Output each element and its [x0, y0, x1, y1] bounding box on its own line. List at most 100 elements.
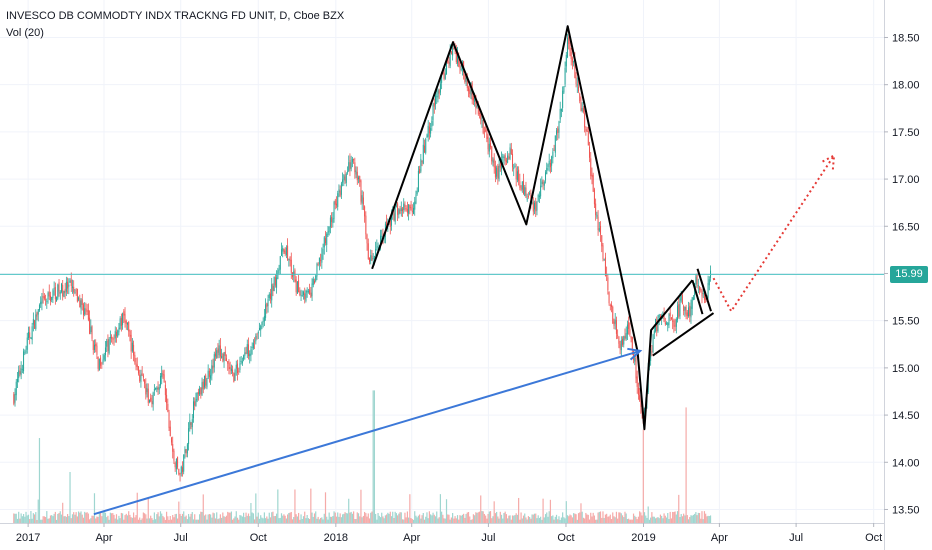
candle-body — [548, 160, 550, 165]
volume-bar — [150, 515, 152, 523]
candle-body — [249, 353, 251, 357]
volume-bar — [404, 512, 406, 523]
candle-body — [364, 206, 366, 217]
candle-body — [493, 158, 495, 168]
volume-bar — [593, 515, 596, 523]
volume-bar — [194, 514, 196, 523]
price-axis[interactable]: 13.5014.0014.5015.0015.5016.0016.5017.00… — [884, 32, 920, 516]
candle-body — [141, 373, 143, 376]
volume-bar — [225, 515, 228, 523]
volume-bar — [694, 513, 696, 523]
candle-body — [415, 194, 417, 204]
candle-body — [236, 363, 238, 373]
volume-bar — [276, 513, 278, 523]
candle-body — [402, 208, 404, 212]
volume-bar — [409, 494, 411, 523]
volume-bar — [681, 516, 684, 523]
volume-bar — [494, 513, 497, 523]
volume-bar — [530, 518, 532, 523]
candle-body — [211, 365, 213, 376]
volume-bar — [298, 512, 300, 523]
volume-bar — [223, 516, 225, 523]
volume-bar — [487, 513, 489, 523]
volume-bar — [104, 512, 107, 523]
candle-body — [640, 400, 642, 408]
volume-bar — [584, 518, 586, 523]
volume-bar — [430, 514, 432, 523]
candle-body — [282, 247, 284, 252]
candle-body — [680, 295, 682, 301]
volume-bar — [136, 492, 138, 523]
candle-body — [491, 146, 493, 162]
volume-bar — [663, 513, 665, 523]
candle-body — [569, 44, 571, 52]
candle-body — [553, 149, 555, 151]
candle-body — [400, 208, 402, 211]
time-tick-label: 2017 — [16, 532, 40, 544]
volume-bar — [108, 519, 110, 523]
volume-bar — [230, 511, 232, 523]
volume-bar — [474, 515, 476, 523]
volume-bar — [449, 519, 451, 523]
candle-body — [212, 365, 214, 369]
candle-body — [167, 403, 169, 412]
volume-bar — [216, 512, 218, 523]
volume-bar — [459, 515, 461, 523]
candle-body — [345, 173, 347, 183]
candle-body — [702, 292, 704, 295]
candle-body — [243, 355, 245, 360]
candle-body — [628, 322, 630, 329]
volume-bar — [444, 518, 446, 523]
time-axis[interactable]: 2017 Apr Jul Oct 2018 Apr Jul Oct 2019 Apr Jul Oct — [16, 523, 882, 544]
volume-bar — [55, 519, 58, 523]
volume-indicator-label[interactable]: Vol (20) — [6, 27, 44, 39]
volume-bar — [263, 512, 265, 523]
candle-body — [274, 277, 276, 286]
volume-bar — [180, 515, 182, 523]
candle-body — [568, 37, 570, 45]
volume-bar — [54, 511, 56, 523]
candle-body — [62, 284, 64, 297]
candle-body — [488, 143, 490, 152]
candle-body — [604, 257, 606, 277]
symbol-title[interactable]: INVESCO DB COMMODTY INDX TRACKNG FD UNIT… — [6, 10, 345, 22]
volume-bar — [618, 512, 620, 523]
candle-body — [609, 305, 611, 306]
candle-body — [255, 335, 257, 342]
volume-bar — [154, 519, 157, 523]
candle-body — [529, 193, 531, 195]
candle-body — [210, 375, 212, 379]
volume-bar — [236, 517, 239, 523]
candle-body — [82, 304, 84, 316]
volume-bar — [420, 518, 422, 523]
volume-bar — [137, 519, 140, 523]
volume-bar — [452, 512, 454, 523]
candle-body — [623, 336, 625, 345]
volume-bar — [529, 517, 531, 523]
candle-body — [329, 217, 331, 228]
volume-bar — [22, 514, 25, 523]
volume-bar — [135, 515, 137, 523]
candle-body — [41, 298, 43, 304]
volume-bar — [636, 519, 638, 523]
volume-bar — [685, 407, 687, 523]
candle-body — [633, 351, 635, 361]
time-tick-label: Jul — [481, 532, 495, 544]
candle-body — [567, 37, 569, 58]
volume-bar — [132, 512, 135, 523]
volume-bar — [301, 518, 303, 523]
candle-body — [537, 194, 539, 201]
candle-body — [43, 296, 45, 299]
volume-bar — [82, 517, 85, 523]
volume-bar — [353, 511, 355, 523]
volume-bar — [516, 514, 519, 523]
volume-bar — [524, 513, 526, 523]
volume-bar — [74, 514, 76, 523]
volume-bar — [515, 513, 517, 523]
volume-bar — [21, 516, 23, 523]
volume-bar — [68, 516, 70, 523]
volume-bar — [208, 514, 210, 523]
candle-body — [148, 400, 150, 402]
volume-bar — [26, 515, 28, 523]
